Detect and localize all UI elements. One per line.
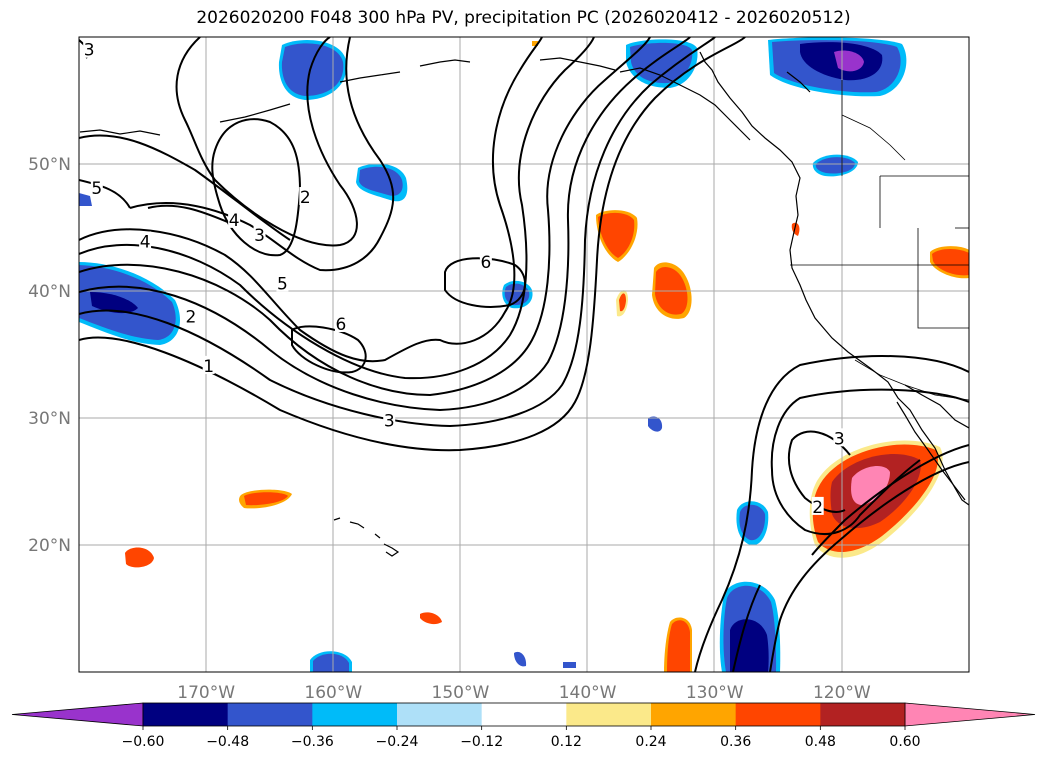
lat-tick-label: 40°N [28, 282, 71, 302]
contour-label-bg [299, 187, 312, 206]
colorbar-bin [397, 703, 483, 726]
lon-tick-label: 140°W [559, 683, 617, 703]
colorbar-frame [142, 702, 906, 727]
colorbar-tick-label: 0.60 [889, 734, 920, 750]
contour-label-bg [276, 273, 289, 292]
colorbar-tick-label: −0.60 [122, 734, 165, 750]
pv-contour-label: 2 [812, 498, 823, 518]
colorbar-bin [566, 703, 652, 726]
pv-contour-label: 4 [140, 232, 151, 252]
pv-contour-label: 5 [91, 179, 102, 199]
pv-contour-label: 4 [229, 211, 240, 231]
map-frame [78, 36, 970, 673]
lon-tick-label: 130°W [686, 683, 744, 703]
contour-label-bg [811, 496, 824, 515]
contour-label-bg [228, 209, 241, 228]
pv-contour-label: 3 [84, 41, 95, 61]
pv-contour-label: 6 [336, 315, 347, 335]
colorbar: −0.60 −0.48 −0.36 −0.24 −0.12 0.12 0.24 0.36 0.4… [11, 702, 1036, 750]
gridlines [79, 37, 969, 672]
lat-tick-label: 50°N [28, 155, 71, 175]
pv-contour-label: 6 [480, 253, 491, 273]
contour-label-bg [83, 39, 96, 58]
colorbar-bin [481, 703, 567, 726]
contour-label-bg [479, 251, 492, 270]
pv-contour-label: 1 [203, 357, 214, 377]
colorbar-tick-label: 0.12 [551, 734, 582, 750]
colorbar-tick-label: 0.24 [635, 734, 666, 750]
colorbar-tick-label: −0.24 [376, 734, 419, 750]
colorbar-bin [227, 703, 313, 726]
colorbar-tick-label: −0.48 [206, 734, 249, 750]
pv-contour-label: 3 [254, 226, 265, 246]
lon-tick-label: 120°W [813, 683, 871, 703]
colorbar-tick-label: −0.12 [460, 734, 503, 750]
political-borders [790, 80, 969, 401]
colorbar-tick-label: 0.48 [805, 734, 836, 750]
lon-tick-label: 170°W [177, 683, 235, 703]
contour-label-bg [202, 355, 215, 374]
pv-contour-label: 3 [384, 412, 395, 432]
colorbar-bin [651, 703, 737, 726]
contour-label-bg [253, 225, 266, 244]
lat-tick-label: 20°N [28, 536, 71, 556]
colorbar-bin [735, 703, 821, 726]
lat-tick-label: 30°N [28, 409, 71, 429]
map-title: 2026020200 F048 300 hPa PV, precipitatio… [196, 8, 851, 28]
colorbar-bin [143, 703, 229, 726]
colorbar-extend-min [11, 702, 144, 727]
contour-label-bg [383, 410, 396, 429]
colorbar-extend-max [904, 702, 1036, 727]
contour-label-bg [90, 178, 103, 197]
colorbar-bin [820, 703, 906, 726]
lon-tick-label: 150°W [432, 683, 490, 703]
contour-label-bg [139, 231, 152, 250]
colorbar-tick-label: −0.36 [291, 734, 334, 750]
pv-contour-label: 2 [300, 188, 311, 208]
lon-tick-label: 160°W [304, 683, 362, 703]
contour-label-bg [334, 314, 347, 333]
pv-contour-label: 3 [834, 429, 845, 449]
pv-contour-label: 5 [277, 274, 288, 294]
latitude-tick-labels: 20°N 30°N 40°N 50°N [28, 155, 71, 556]
pv-contour-label: 2 [185, 307, 196, 327]
colorbar-tick-label: 0.36 [720, 734, 751, 750]
contour-label-bg [184, 306, 197, 325]
contour-label-bg [833, 428, 846, 447]
coastlines [79, 51, 969, 557]
longitude-tick-labels: 170°W 160°W 150°W 140°W 130°W 120°W [177, 683, 871, 703]
precip-negative-anomalies [79, 37, 907, 672]
colorbar-bin [312, 703, 398, 726]
